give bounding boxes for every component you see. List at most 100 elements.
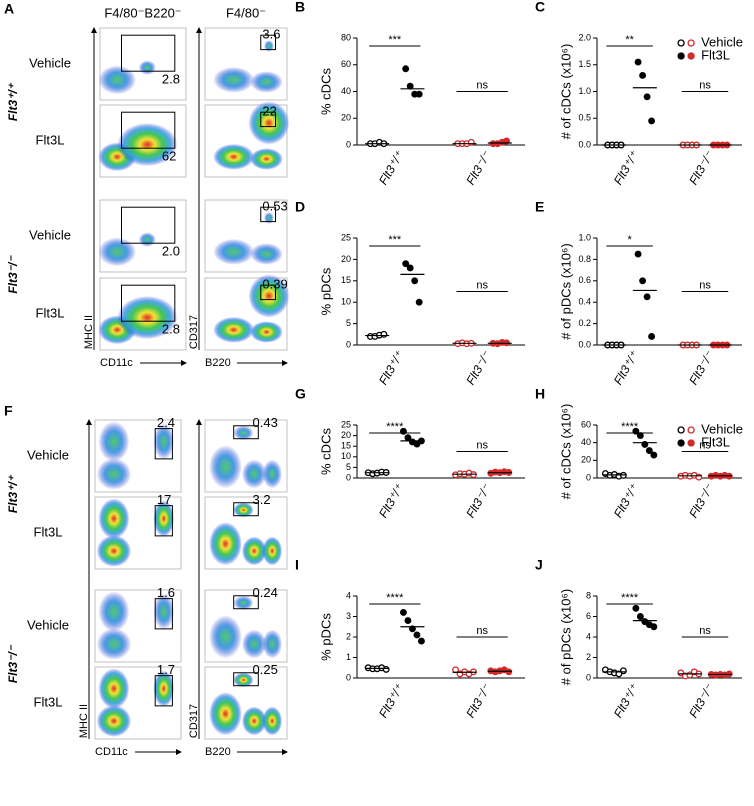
cell-density [241,536,267,566]
cell-density [153,670,175,707]
cell-density [233,502,254,518]
significance-label: ** [625,34,634,46]
genotype-label: Flt3⁻/⁻ [6,255,20,294]
cell-density [213,143,255,170]
gate-value: 0.25 [253,662,278,677]
cell-density [98,237,137,267]
y-tick-label: 3 [346,611,351,621]
y-tick-label: 2 [586,652,591,662]
gate [233,425,259,440]
x-tick-label: Flt3⁻/⁻ [463,148,494,188]
data-point [634,250,642,258]
y-axis-label: % cDCs [318,428,333,475]
cell-density [98,65,137,95]
y-tick-label: 1 [346,652,351,662]
panel-letter: E [535,199,544,215]
cell-density [241,629,267,659]
data-point [639,71,647,79]
panel-letter: H [535,386,545,402]
significance-label: **** [386,592,404,604]
y-tick-label: 60 [581,419,591,429]
cell-density [209,615,242,659]
x-axis-label: B220 [205,357,231,369]
gate [121,206,176,244]
y-tick-label: 15 [341,441,351,451]
data-point [413,631,421,639]
y-axis-label: % pDCs [318,613,333,661]
cell-density [98,591,130,632]
y-tick-label: 0.0 [578,139,591,149]
y-tick-label: 1.5 [578,59,591,69]
data-point [406,264,414,272]
data-point [648,117,656,125]
cell-density [248,274,290,318]
data-point [399,608,407,616]
cell-density [153,593,175,630]
x-tick-label: Flt3⁻/⁻ [686,148,717,188]
significance-label: **** [621,592,639,604]
x-tick-label: Flt3⁺/⁺ [611,348,642,388]
y-tick-label: 0.6 [578,275,591,285]
significance-label: ns [476,439,488,451]
cell-density [98,498,130,539]
x-axis-label: CD11c [100,357,133,369]
panel-letter: J [535,557,543,573]
y-tick-label: 1.0 [578,86,591,96]
cell-density [96,628,132,660]
x-tick-label: Flt3⁻/⁻ [463,348,494,388]
data-point [645,447,653,455]
cell-density [117,123,178,167]
panel-letter: A [4,1,14,17]
gate [154,505,173,537]
cell-density [233,672,254,688]
gate [233,672,259,687]
y-tick-label: 0 [346,472,351,482]
row-label: Flt3L [34,694,63,709]
y-axis-label: # of pDCs (x10⁶) [558,243,573,339]
cell-density [262,536,283,566]
gate [233,595,259,610]
cell-density [250,243,283,265]
x-tick-label: Flt3⁺/⁺ [376,348,407,388]
data-point [404,617,412,625]
y-tick-label: 0.5 [578,113,591,123]
y-tick-label: 0 [586,472,591,482]
legend-marker [677,439,685,447]
y-tick-label: 20 [341,430,351,440]
cell-density [153,500,175,537]
significance-label: ns [476,79,488,91]
gate-value: 3.2 [253,492,271,507]
y-axis-label: # of cDCs (x10⁶) [558,44,573,140]
gate-value: 3.6 [262,27,280,42]
gate-value: 0.43 [253,415,278,430]
data-point [408,625,416,633]
column-header: F4/80⁻ [226,5,266,20]
panel-letter: I [295,557,299,573]
y-tick-label: 0 [346,672,351,682]
y-tick-label: 1.0 [578,232,591,242]
gate-value: 2.0 [162,243,180,258]
data-point [695,473,703,481]
y-tick-label: 40 [581,437,591,447]
gate [121,284,176,322]
legend-marker [677,52,685,60]
cell-density [98,421,130,462]
legend-marker [687,52,695,60]
gate [233,502,259,517]
data-point [415,90,423,98]
significance-label: ns [699,439,711,451]
y-tick-label: 2 [346,631,351,641]
y-tick-label: 0.4 [578,297,591,307]
row-label: Vehicle [29,227,71,242]
panel-letter: G [295,386,306,402]
y-tick-label: 0 [586,672,591,682]
cell-density [250,321,283,343]
y-tick-label: 10 [341,451,351,461]
gate [260,284,277,301]
y-tick-label: 4 [346,590,351,600]
x-tick-label: Flt3⁻/⁻ [463,481,494,521]
panel-letter: B [295,0,305,15]
cell-density [96,535,132,567]
significance-label: * [627,234,632,246]
gate-value: 2.4 [157,415,175,430]
